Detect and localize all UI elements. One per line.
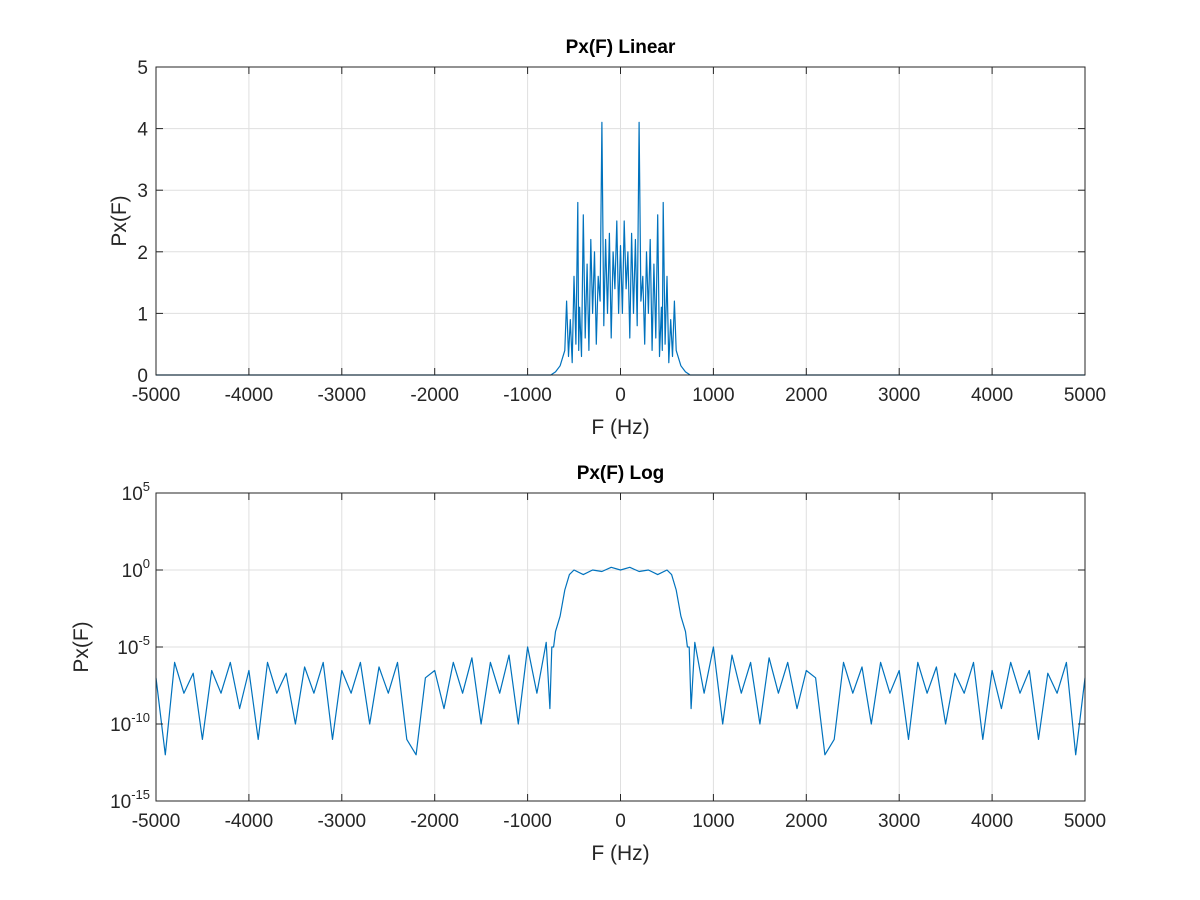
y-tick-label: 3	[137, 181, 148, 202]
x-tick-label: -4000	[225, 385, 274, 406]
x-axis-label: F (Hz)	[591, 842, 649, 865]
y-axis-label: Px(F)	[70, 621, 93, 672]
x-tick-label: 4000	[971, 385, 1013, 406]
y-tick-label: 105	[122, 479, 150, 505]
x-tick-label: 5000	[1064, 385, 1106, 406]
x-tick-label: 2000	[785, 811, 827, 832]
x-axis-label: F (Hz)	[591, 416, 649, 439]
y-tick-label: 100	[122, 556, 150, 582]
plot-linear: -5000 -4000 -3000 -2000 -1000 0 1000 2000 3000 40…	[108, 37, 1106, 439]
x-tick-label: 0	[615, 811, 626, 832]
y-tick-label: 10-10	[110, 710, 150, 736]
y-tick-label: 1	[137, 304, 148, 325]
x-tick-label: 1000	[692, 385, 734, 406]
x-tick-label: 1000	[692, 811, 734, 832]
y-tick-label: 10-15	[110, 787, 150, 813]
series-line	[155, 566, 1086, 756]
plot-log: -5000 -4000 -3000 -2000 -1000 0 1000 2000 3000 40…	[70, 463, 1106, 865]
x-tick-label: 3000	[878, 811, 920, 832]
y-tick-label: 4	[137, 120, 148, 141]
series-line	[156, 121, 1085, 376]
x-tick-label: -5000	[132, 385, 181, 406]
x-tick-label: -1000	[503, 385, 552, 406]
x-tick-label: -2000	[410, 385, 459, 406]
y-tick-label: 10-5	[117, 633, 150, 659]
x-tick-label: 0	[615, 385, 626, 406]
x-tick-label: -4000	[225, 811, 274, 832]
y-tick-label: 0	[137, 366, 148, 387]
x-tick-label: 4000	[971, 811, 1013, 832]
y-tick-label: 5	[137, 58, 148, 79]
y-axis-label: Px(F)	[108, 195, 131, 246]
x-tick-label: -1000	[503, 811, 552, 832]
chart-title: Px(F) Linear	[566, 37, 676, 58]
x-tick-label: 5000	[1064, 811, 1106, 832]
x-tick-label: -2000	[410, 811, 459, 832]
x-tick-label: -5000	[132, 811, 181, 832]
chart-title: Px(F) Log	[577, 463, 665, 484]
y-tick-label: 2	[137, 243, 148, 264]
x-tick-label: -3000	[317, 385, 366, 406]
x-tick-label: 3000	[878, 385, 920, 406]
x-tick-label: 2000	[785, 385, 827, 406]
x-tick-label: -3000	[317, 811, 366, 832]
